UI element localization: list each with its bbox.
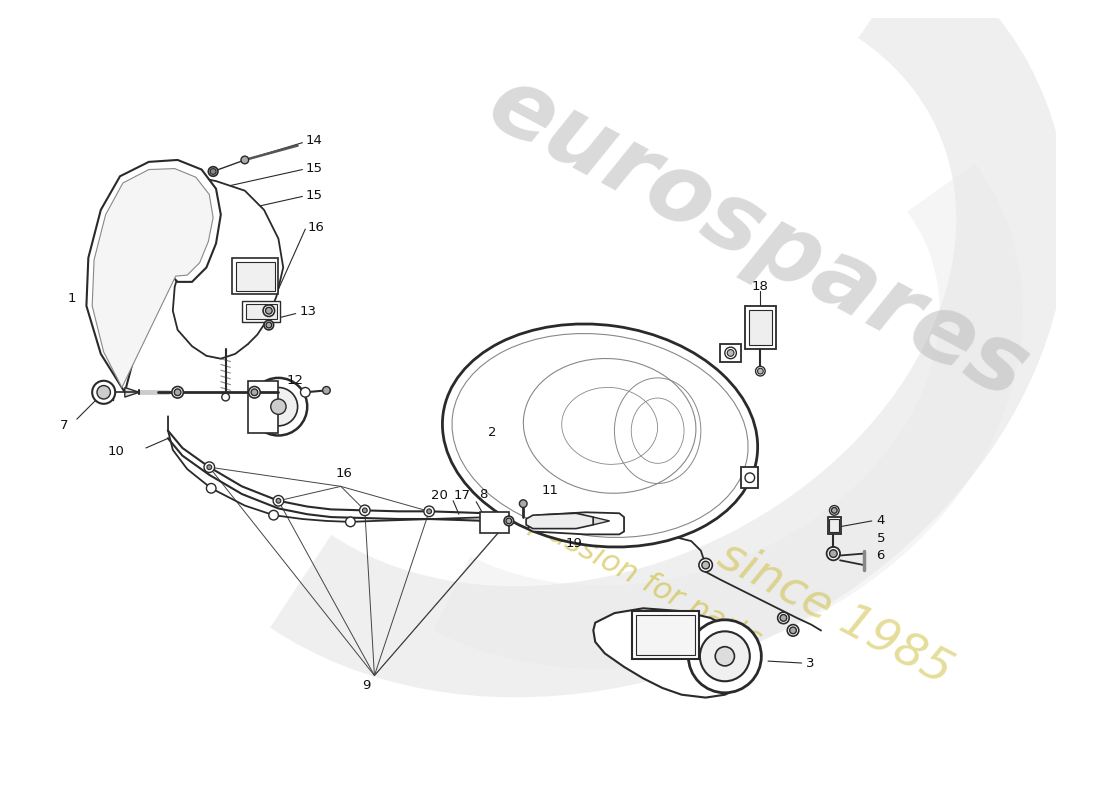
Circle shape xyxy=(204,462,214,473)
Text: 20: 20 xyxy=(430,489,448,502)
Circle shape xyxy=(424,506,434,517)
Bar xyxy=(741,467,759,488)
Text: 11: 11 xyxy=(541,484,559,497)
Polygon shape xyxy=(87,160,221,392)
Circle shape xyxy=(780,614,786,622)
Text: 2: 2 xyxy=(488,426,496,439)
Circle shape xyxy=(207,465,211,470)
Circle shape xyxy=(251,389,257,396)
Circle shape xyxy=(700,631,750,682)
Text: 4: 4 xyxy=(877,514,884,527)
Polygon shape xyxy=(92,169,213,387)
Circle shape xyxy=(260,387,298,426)
Text: 5: 5 xyxy=(877,532,886,545)
Bar xyxy=(232,258,278,294)
Text: 6: 6 xyxy=(877,549,884,562)
Circle shape xyxy=(250,378,307,435)
Circle shape xyxy=(829,550,837,558)
Circle shape xyxy=(362,508,367,513)
Text: eurospares: eurospares xyxy=(473,58,1044,419)
Circle shape xyxy=(222,394,230,401)
Circle shape xyxy=(778,612,789,624)
Circle shape xyxy=(241,156,249,164)
Bar xyxy=(636,615,695,655)
Bar xyxy=(829,519,839,533)
Circle shape xyxy=(276,498,280,503)
Text: 10: 10 xyxy=(108,446,124,458)
Circle shape xyxy=(790,627,796,634)
Circle shape xyxy=(322,386,330,394)
Bar xyxy=(242,301,280,322)
Circle shape xyxy=(273,495,284,506)
Text: since 1985: since 1985 xyxy=(711,533,960,694)
Circle shape xyxy=(832,507,837,514)
Polygon shape xyxy=(593,608,751,698)
Text: 3: 3 xyxy=(806,657,815,670)
Circle shape xyxy=(264,320,274,330)
Bar xyxy=(245,304,277,319)
Bar xyxy=(480,512,509,534)
Text: 16: 16 xyxy=(307,221,324,234)
Circle shape xyxy=(727,350,734,356)
Text: 9: 9 xyxy=(363,678,371,692)
Circle shape xyxy=(504,516,514,526)
Circle shape xyxy=(715,646,735,666)
Bar xyxy=(631,611,698,659)
Text: a passion for parts: a passion for parts xyxy=(502,495,767,654)
Bar xyxy=(745,306,776,349)
Text: 19: 19 xyxy=(565,538,583,550)
Circle shape xyxy=(725,347,736,358)
Text: 1: 1 xyxy=(67,292,76,305)
Polygon shape xyxy=(528,512,624,534)
Bar xyxy=(248,381,278,433)
Circle shape xyxy=(506,518,512,524)
Text: 12: 12 xyxy=(286,374,304,387)
Circle shape xyxy=(826,547,840,560)
Circle shape xyxy=(268,510,278,520)
Polygon shape xyxy=(124,387,140,397)
Circle shape xyxy=(207,483,216,493)
Circle shape xyxy=(208,166,218,176)
Circle shape xyxy=(698,558,713,572)
Circle shape xyxy=(519,500,527,507)
Text: 15: 15 xyxy=(306,189,322,202)
Bar xyxy=(749,310,772,346)
Polygon shape xyxy=(173,176,283,358)
Text: 15: 15 xyxy=(306,162,322,175)
Circle shape xyxy=(174,389,182,396)
Bar xyxy=(827,517,842,534)
Circle shape xyxy=(263,305,275,317)
Text: 14: 14 xyxy=(306,134,322,147)
Polygon shape xyxy=(526,514,593,529)
Circle shape xyxy=(427,509,431,514)
Bar xyxy=(720,344,741,362)
Circle shape xyxy=(249,386,261,398)
Circle shape xyxy=(689,620,761,693)
Circle shape xyxy=(271,399,286,414)
Text: 16: 16 xyxy=(336,467,352,480)
Circle shape xyxy=(756,366,766,376)
Circle shape xyxy=(345,517,355,526)
Ellipse shape xyxy=(442,324,758,547)
Text: 17: 17 xyxy=(453,490,471,502)
Circle shape xyxy=(172,386,184,398)
Circle shape xyxy=(300,387,310,397)
Bar xyxy=(236,262,275,290)
Circle shape xyxy=(702,562,710,569)
Circle shape xyxy=(745,473,755,482)
Circle shape xyxy=(97,386,110,399)
Circle shape xyxy=(788,625,799,636)
Text: 13: 13 xyxy=(299,305,317,318)
Circle shape xyxy=(360,505,370,516)
Circle shape xyxy=(210,169,216,174)
Text: 7: 7 xyxy=(59,419,68,432)
Circle shape xyxy=(266,322,272,328)
Circle shape xyxy=(829,506,839,515)
Circle shape xyxy=(92,381,116,404)
Polygon shape xyxy=(593,517,609,525)
Text: 18: 18 xyxy=(752,280,769,293)
Circle shape xyxy=(758,368,763,374)
Circle shape xyxy=(265,307,272,314)
Text: 8: 8 xyxy=(480,487,487,501)
